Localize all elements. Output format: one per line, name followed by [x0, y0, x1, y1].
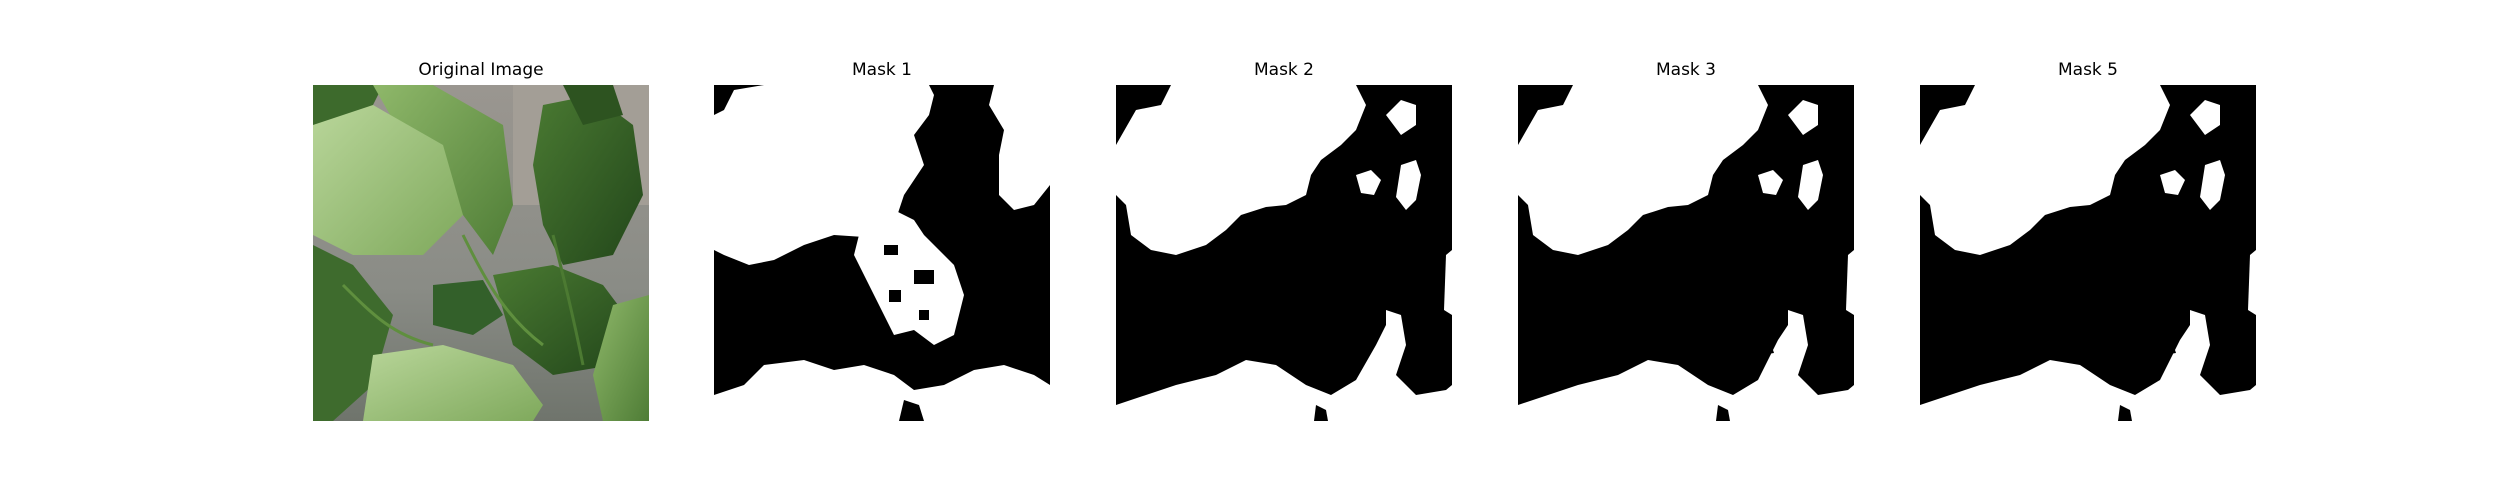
panel-original-image: Original Image	[313, 0, 649, 500]
panel-mask-1: Mask 1	[714, 0, 1050, 500]
panel-mask-3: Mask 3	[1518, 0, 1854, 500]
panel-title: Original Image	[418, 60, 544, 80]
plant-leaves-photo	[313, 85, 649, 421]
mask-1-image	[714, 85, 1050, 421]
mask-3-image	[1518, 85, 1854, 421]
mask-5-image	[1920, 85, 2256, 421]
panel-title: Mask 2	[1253, 60, 1314, 80]
panel-title: Mask 3	[1655, 60, 1716, 80]
mask-2-image	[1116, 85, 1452, 421]
panel-title: Mask 5	[2057, 60, 2118, 80]
panel-mask-5: Mask 5	[1920, 0, 2256, 500]
panel-title: Mask 1	[851, 60, 912, 80]
panel-mask-2: Mask 2	[1116, 0, 1452, 500]
